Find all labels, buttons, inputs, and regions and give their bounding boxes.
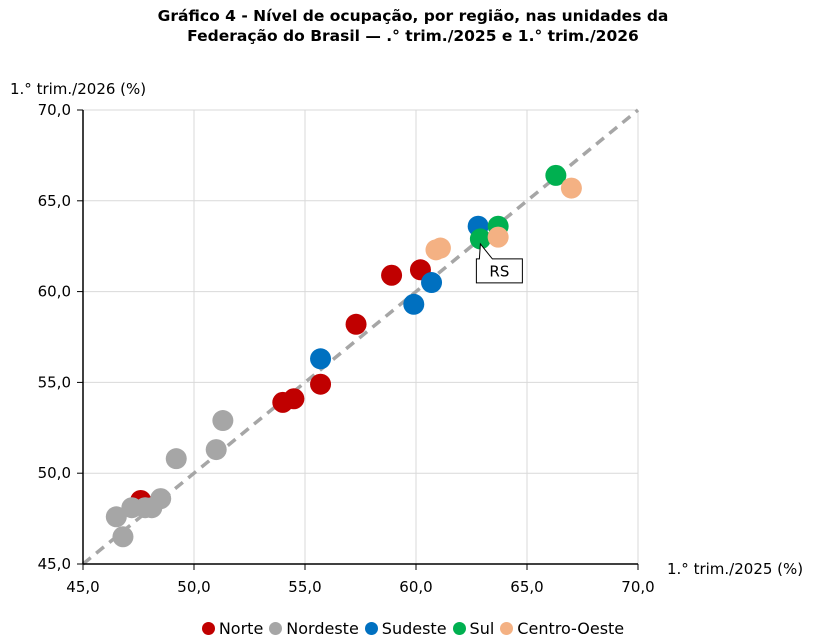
point-norte: [345, 313, 367, 335]
legend-label: Norte: [218, 619, 264, 638]
legend-swatch: [364, 622, 378, 635]
point-nordeste: [112, 526, 134, 548]
point-nordeste: [150, 488, 172, 510]
point-norte: [283, 388, 305, 410]
x-tick-label: 65,0: [510, 578, 543, 596]
legend-swatch: [201, 622, 215, 635]
grid-lines: [83, 109, 639, 564]
reference-line: [81, 108, 640, 566]
axes: [77, 109, 639, 570]
legend-swatch: [269, 622, 283, 635]
point-centro-oeste: [560, 177, 582, 199]
x-tick-label: 55,0: [288, 578, 321, 596]
point-sudeste: [421, 272, 443, 294]
legend-item-norte: Norte: [201, 619, 264, 638]
x-tick-label: 50,0: [177, 578, 210, 596]
chart-title: Gráfico 4 - Nível de ocupação, por regiã…: [0, 6, 826, 46]
chart-title-line-1: Gráfico 4 - Nível de ocupação, por regiã…: [157, 7, 669, 25]
point-sul: [545, 164, 567, 186]
point-centro-oeste: [487, 226, 509, 248]
point-nordeste: [212, 410, 234, 432]
y-tick-label: 70,0: [38, 101, 71, 119]
x-tick-label: 60,0: [399, 578, 432, 596]
point-sudeste: [403, 293, 425, 315]
point-norte: [381, 264, 403, 286]
y-axis-label: 1.° trim./2026 (%): [10, 80, 146, 98]
annotation-label: RS: [489, 262, 509, 280]
legend-item-centro-oeste: Centro-Oeste: [500, 619, 624, 638]
tick-labels: 45,0 50,0 55,0 60,0 65,0 70,0 45,0 50,0 55,0 60,0…: [38, 101, 655, 596]
y-tick-label: 50,0: [38, 464, 71, 482]
legend-swatch: [452, 622, 466, 635]
point-norte: [310, 373, 332, 395]
data-points: [105, 164, 582, 548]
x-axis-label: 1.° trim./2025 (%): [667, 560, 803, 578]
y-tick-label: 55,0: [38, 373, 71, 391]
legend: Norte Nordeste Sudeste Sul Centro-Oeste: [0, 619, 826, 638]
x-tick-label: 45,0: [66, 578, 99, 596]
legend-item-sul: Sul: [452, 619, 495, 638]
point-sul: [469, 228, 491, 250]
point-centro-oeste: [429, 237, 451, 259]
chart-title-line-2: Federação do Brasil — .° trim./2025 e 1.…: [187, 27, 639, 45]
legend-label: Nordeste: [286, 619, 359, 638]
y-tick-label: 65,0: [38, 192, 71, 210]
point-nordeste: [105, 506, 127, 528]
legend-label: Centro-Oeste: [517, 619, 625, 638]
annotation-box: [475, 242, 523, 284]
point-sudeste: [310, 348, 332, 370]
y-tick-label: 45,0: [38, 555, 71, 573]
scatter-plot: RS 45,0 50,0 55,0 60,0 65,0 70,0 45,0 50,0 55,0 6…: [10, 80, 803, 596]
point-nordeste: [205, 439, 227, 461]
legend-label: Sudeste: [381, 619, 447, 638]
annotation-callout: RS: [475, 242, 523, 284]
legend-label: Sul: [469, 619, 495, 638]
legend-swatch: [500, 622, 514, 635]
point-nordeste: [165, 448, 187, 470]
legend-item-sudeste: Sudeste: [364, 619, 447, 638]
x-tick-label: 70,0: [621, 578, 654, 596]
y-tick-label: 60,0: [38, 283, 71, 301]
legend-item-nordeste: Nordeste: [269, 619, 359, 638]
